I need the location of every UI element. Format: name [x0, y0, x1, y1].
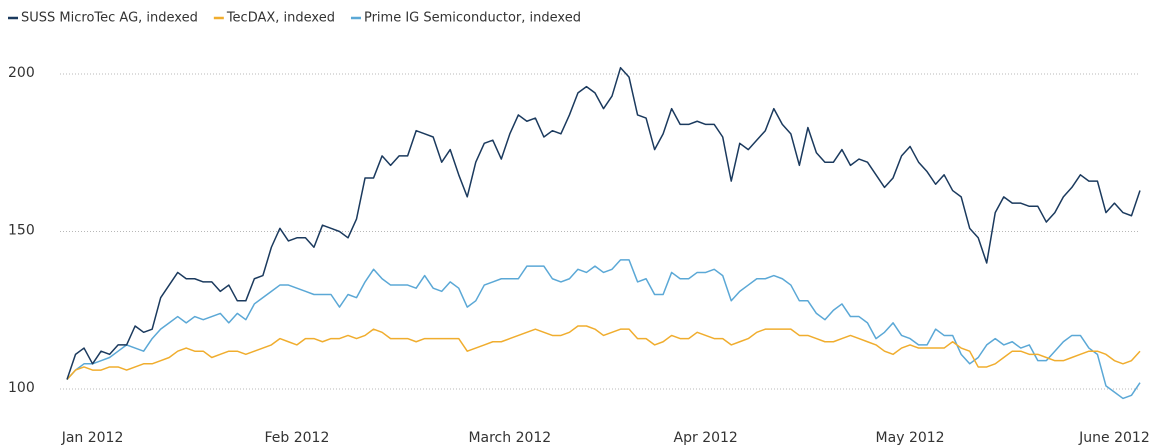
- x-tick-label: Jan 2012: [61, 430, 124, 446]
- x-tick-label: Apr 2012: [674, 430, 738, 446]
- series-line: [66, 325, 1141, 381]
- x-tick-label: March 2012: [468, 430, 551, 446]
- legend-label: SUSS MicroTec AG, indexed: [21, 11, 198, 26]
- y-tick-label: 100: [8, 380, 35, 396]
- x-tick-label: May 2012: [876, 430, 945, 446]
- legend-label: Prime IG Semiconductor, indexed: [364, 11, 581, 26]
- x-tick-label: June 2012: [1078, 430, 1150, 446]
- y-tick-label: 200: [8, 65, 35, 81]
- legend-label: TecDAX, indexed: [226, 11, 335, 26]
- y-tick-label: 150: [8, 223, 35, 239]
- series-line: [66, 259, 1141, 400]
- x-tick-label: Feb 2012: [264, 430, 329, 446]
- series-line: [66, 66, 1141, 380]
